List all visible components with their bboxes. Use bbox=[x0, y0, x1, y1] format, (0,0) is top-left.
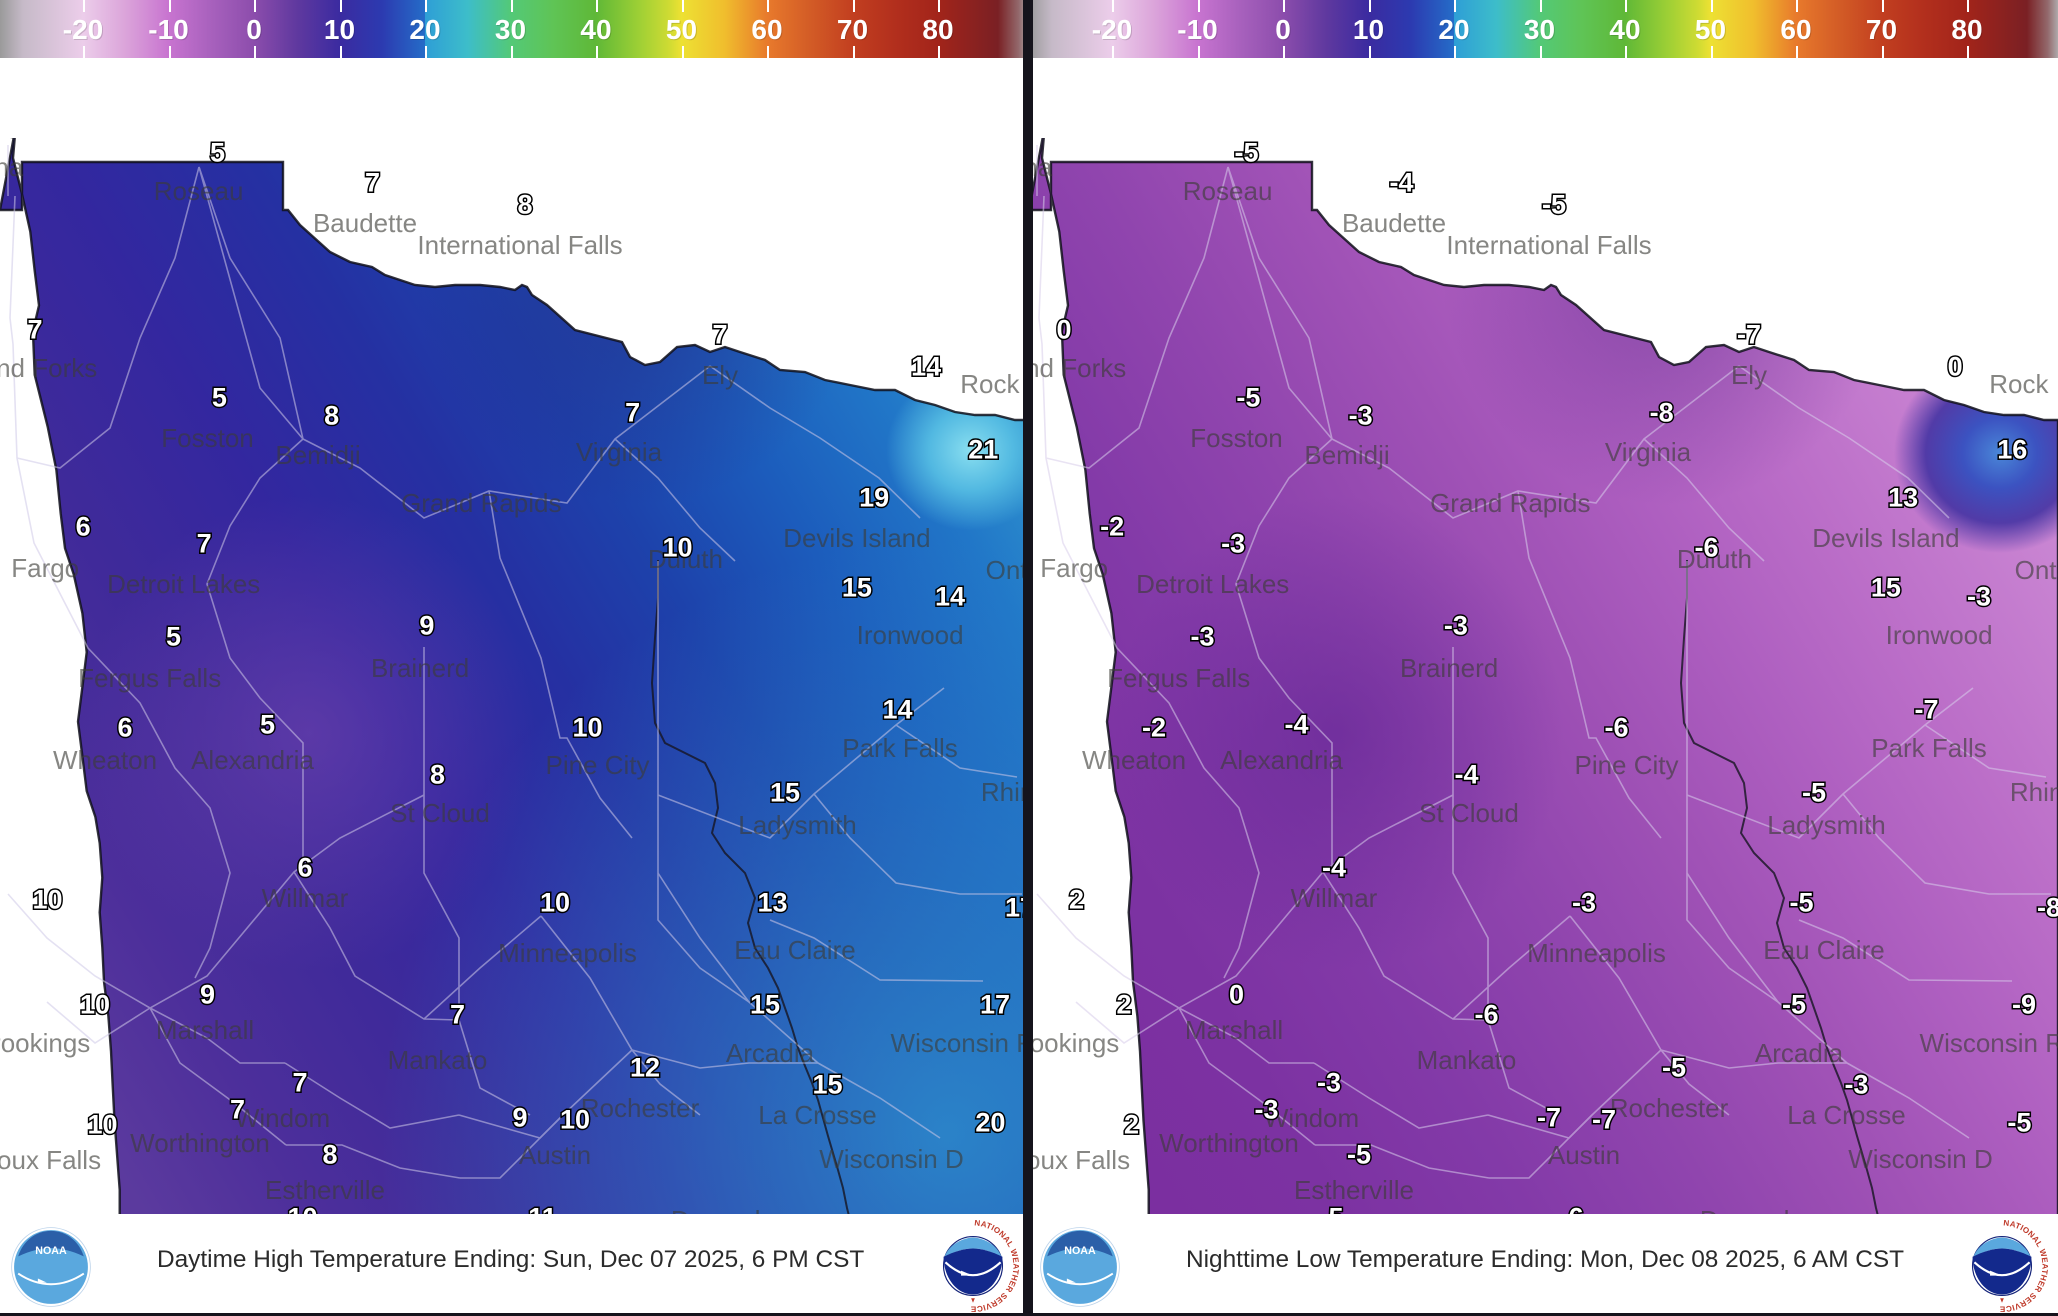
svg-text:NOAA: NOAA bbox=[35, 1245, 67, 1257]
svg-text:NOAA: NOAA bbox=[1064, 1245, 1096, 1257]
